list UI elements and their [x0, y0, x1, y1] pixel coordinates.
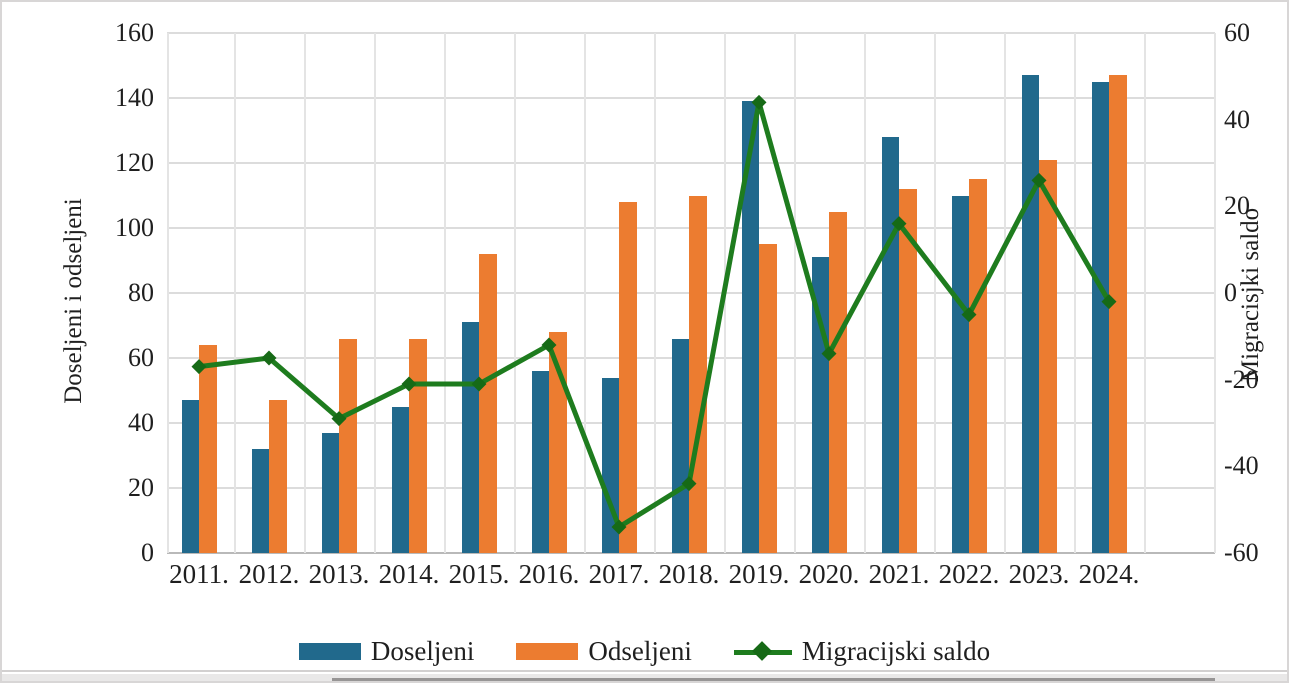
left-axis-tick: 140	[115, 83, 154, 112]
left-axis-tick: 20	[128, 473, 154, 502]
right-axis-title: Migracisjki saldo	[1237, 207, 1264, 383]
right-axis-tick: 20	[1224, 191, 1250, 221]
gridline-vertical	[724, 33, 726, 553]
bar-doseljeni	[881, 137, 899, 553]
x-axis-label: 2019.	[728, 559, 790, 589]
gridline-vertical	[374, 33, 376, 553]
bar-doseljeni	[321, 432, 339, 553]
bar-doseljeni	[1091, 81, 1109, 553]
bar-odseljeni	[199, 345, 217, 553]
x-axis-label: 2015.	[448, 559, 510, 589]
left-axis-tick: 80	[128, 278, 154, 307]
x-axis-label: 2018.	[658, 559, 720, 589]
gridline-vertical	[304, 33, 306, 553]
gridline-vertical	[584, 33, 586, 553]
legend-swatch-odseljeni	[516, 643, 579, 660]
bar-odseljeni	[269, 400, 287, 553]
legend-label: Migracijski saldo	[801, 636, 991, 666]
bar-odseljeni	[409, 338, 427, 553]
bar-odseljeni	[969, 179, 987, 553]
left-axis-tick: 160	[115, 18, 154, 47]
gridline-vertical	[654, 33, 656, 553]
bar-doseljeni	[951, 195, 969, 553]
plot-area	[167, 32, 1216, 554]
legend-item: Migracijski saldo	[733, 636, 991, 667]
right-axis-tick: -40	[1224, 451, 1259, 481]
right-axis-tick: 60	[1224, 18, 1250, 47]
x-axis-label: 2021.	[868, 559, 930, 589]
x-axis-label: 2017.	[588, 559, 650, 589]
bar-odseljeni	[759, 244, 777, 553]
legend-swatch-doseljeni	[298, 643, 361, 660]
bar-odseljeni	[829, 211, 847, 553]
left-axis-tick: 0	[141, 538, 154, 567]
gridline-vertical	[234, 33, 236, 553]
gridline-vertical	[864, 33, 866, 553]
bar-odseljeni	[1039, 159, 1057, 553]
x-axis-label: 2013.	[308, 559, 370, 589]
bar-doseljeni	[601, 377, 619, 553]
bar-odseljeni	[549, 332, 567, 553]
bar-doseljeni	[251, 449, 269, 553]
right-axis-tick: -20	[1224, 364, 1259, 394]
right-axis-tick: 0	[1224, 278, 1237, 307]
legend-swatch-line	[733, 640, 792, 661]
x-axis-label: 2022.	[938, 559, 1000, 589]
gridline-vertical	[934, 33, 936, 553]
gridline-vertical	[1214, 33, 1216, 553]
bar-odseljeni	[479, 254, 497, 553]
legend-diamond-icon	[751, 640, 772, 661]
left-axis-title: Doseljeni i odseljeni	[60, 198, 87, 404]
x-axis-label: 2023.	[1008, 559, 1070, 589]
bottom-divider	[2, 670, 1287, 672]
legend-label: Doseljeni	[370, 636, 475, 666]
bar-doseljeni	[741, 101, 759, 553]
gridline-horizontal	[167, 97, 1215, 99]
left-axis-tick: 60	[128, 343, 154, 372]
bar-doseljeni	[181, 400, 199, 553]
x-axis-label: 2020.	[798, 559, 860, 589]
gridline-vertical	[794, 33, 796, 553]
x-axis-label: 2016.	[518, 559, 580, 589]
bar-doseljeni	[461, 322, 479, 553]
gridline-vertical	[1074, 33, 1076, 553]
gridline-horizontal	[167, 32, 1215, 34]
bar-odseljeni	[619, 202, 637, 553]
bar-doseljeni	[811, 257, 829, 553]
x-axis-label: 2024.	[1078, 559, 1140, 589]
bar-doseljeni	[391, 406, 409, 553]
left-axis-tick: 40	[128, 408, 154, 437]
x-axis-label: 2011.	[169, 559, 229, 589]
bar-doseljeni	[1021, 75, 1039, 553]
legend-item: Doseljeni	[298, 636, 475, 667]
bar-odseljeni	[899, 189, 917, 553]
legend-item: Odseljeni	[516, 636, 692, 667]
gridline-horizontal	[167, 162, 1215, 164]
bar-odseljeni	[689, 195, 707, 553]
left-axis-tick: 120	[115, 148, 154, 177]
bar-doseljeni	[531, 371, 549, 553]
right-axis-tick: -60	[1224, 538, 1259, 567]
x-axis-label: 2012.	[238, 559, 300, 589]
gridline-vertical	[444, 33, 446, 553]
bar-odseljeni	[1109, 75, 1127, 553]
right-axis-tick: 40	[1224, 104, 1250, 134]
left-axis-tick: 100	[115, 213, 154, 242]
legend-label: Odseljeni	[588, 636, 692, 666]
x-axis-label: 2014.	[378, 559, 440, 589]
bottom-band	[2, 674, 1287, 681]
bottom-dark-rule	[332, 678, 1215, 681]
gridline-vertical	[167, 33, 169, 553]
gridline-vertical	[1144, 33, 1146, 553]
chart-legend: Doseljeni Odseljeni Migracijski saldo	[2, 636, 1287, 667]
bar-odseljeni	[339, 338, 357, 553]
bar-doseljeni	[671, 338, 689, 553]
gridline-vertical	[1004, 33, 1006, 553]
gridline-vertical	[514, 33, 516, 553]
gridline-horizontal	[167, 552, 1215, 554]
